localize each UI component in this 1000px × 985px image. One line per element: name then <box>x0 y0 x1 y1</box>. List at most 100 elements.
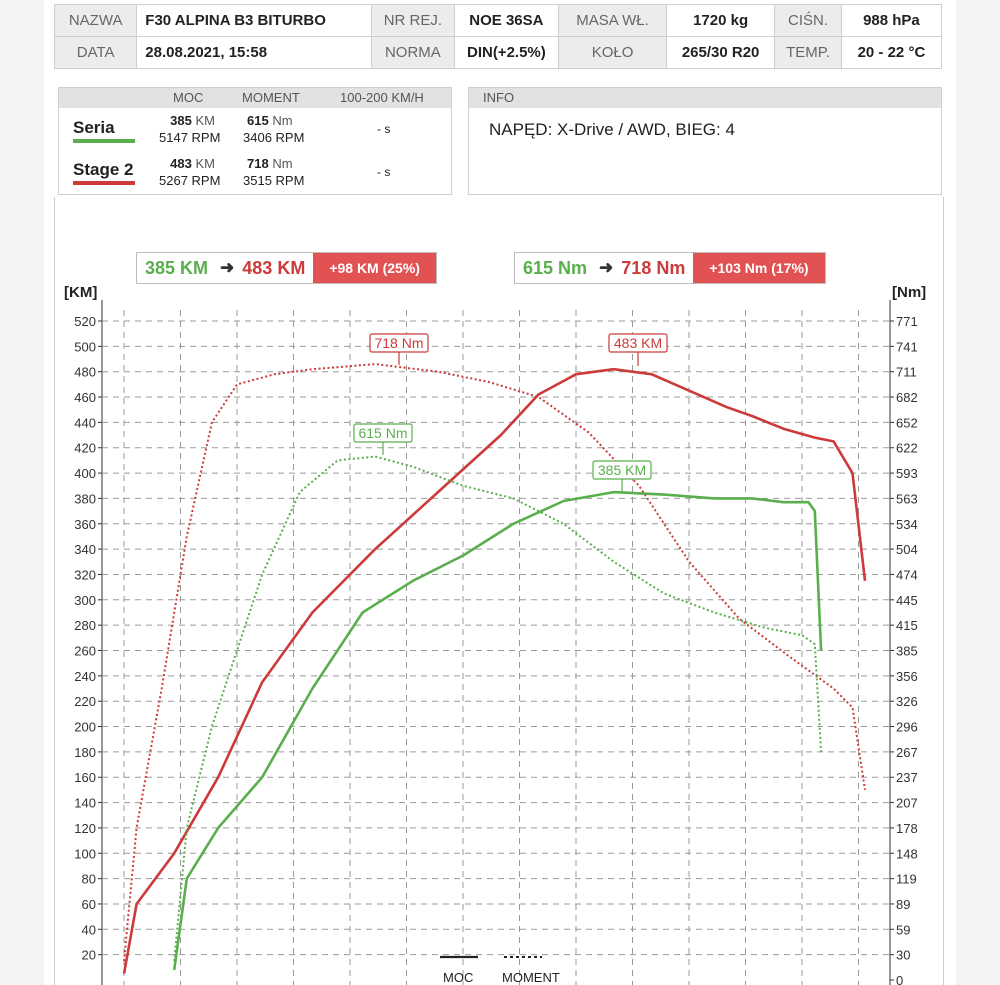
right-tick-label: 356 <box>896 669 918 684</box>
summary-header: MOC MOMENT 100-200 KM/H <box>59 88 451 108</box>
pressure-value: 988 hPa <box>840 4 943 37</box>
stage2-torque-peak-label-text: 718 Nm <box>374 335 423 351</box>
seria-torque-peak-label-text: 615 Nm <box>358 425 407 441</box>
stage2-power: 483 KM <box>170 156 215 171</box>
norm-value: DIN(+2.5%) <box>453 36 560 69</box>
seria-torque: 615 Nm <box>247 113 293 128</box>
seria-torque-rpm: 3406 RPM <box>243 130 305 145</box>
legend-power-label: MOC <box>443 970 473 985</box>
stage2-torque-peak-label-box <box>369 333 429 353</box>
mass-value: 1720 kg <box>666 4 776 37</box>
power-after: 483 KM <box>242 257 306 278</box>
right-tick-label: 445 <box>896 593 918 608</box>
seria-color-bar <box>73 139 135 143</box>
right-tick-label: 237 <box>896 770 918 785</box>
right-tick-label: 267 <box>896 745 918 760</box>
right-tick-label: 385 <box>896 644 918 659</box>
torque-delta: +103 Nm (17%) <box>693 253 825 283</box>
stage2-torque-rpm: 3515 RPM <box>243 173 305 188</box>
left-tick-label: 400 <box>74 466 96 481</box>
stage2-power-peak-label-text: 483 KM <box>614 335 662 351</box>
left-tick-label: 360 <box>74 517 96 532</box>
left-tick-label: 480 <box>74 365 96 380</box>
right-tick-label: 771 <box>896 314 918 329</box>
seria-moc-line <box>172 490 823 971</box>
right-tick-label: 652 <box>896 415 918 430</box>
reg-value: NOE 36SA <box>453 4 560 37</box>
right-tick-label: 534 <box>896 517 918 532</box>
left-tick-label: 420 <box>74 441 96 456</box>
right-tick-label: 296 <box>896 720 918 735</box>
power-delta: +98 KM (25%) <box>313 253 436 283</box>
left-tick-label: 100 <box>74 846 96 861</box>
right-tick-label: 119 <box>896 872 917 887</box>
arrow-icon: ➜ <box>220 258 235 277</box>
right-tick-label: 0 <box>896 973 903 985</box>
right-tick-label: 59 <box>896 922 910 937</box>
left-tick-label: 280 <box>74 618 96 633</box>
left-tick-label: 80 <box>82 872 96 887</box>
summary-panel: MOC MOMENT 100-200 KM/H Seria 385 KM 514… <box>58 87 452 195</box>
left-tick-label: 520 <box>74 314 96 329</box>
right-tick-label: 563 <box>896 491 918 506</box>
left-tick-label: 240 <box>74 669 96 684</box>
left-tick-label: 500 <box>74 339 96 354</box>
seria-power-peak-label-box <box>592 460 652 480</box>
seria-moment-line <box>173 455 823 962</box>
seria-torque-peak-label-box <box>353 423 413 443</box>
col-power: MOC <box>173 90 204 105</box>
legend-torque-label: MOMENT <box>502 970 560 985</box>
right-tick-label: 741 <box>896 339 918 354</box>
left-tick-label: 340 <box>74 542 96 557</box>
seria-accel: - s <box>377 122 391 136</box>
right-tick-label: 178 <box>896 821 918 836</box>
seria-power-peak-label-text: 385 KM <box>598 462 646 478</box>
name-label: NAZWA <box>53 4 138 37</box>
col-torque: MOMENT <box>242 90 300 105</box>
torque-before: 615 Nm <box>523 257 588 278</box>
left-tick-label: 260 <box>74 644 96 659</box>
vehicle-info-row: DATA 28.08.2021, 15:58 NORMA DIN(+2.5%) … <box>53 36 943 69</box>
info-header: INFO <box>469 88 941 108</box>
info-title: INFO <box>483 90 515 105</box>
left-tick-label: 120 <box>74 821 96 836</box>
stage2-moment-line <box>123 363 866 962</box>
seria-power-rpm: 5147 RPM <box>159 130 221 145</box>
stage2-power-rpm: 5267 RPM <box>159 173 221 188</box>
chart-area-frame <box>54 197 944 985</box>
vehicle-info-table: NAZWA F30 ALPINA B3 BITURBO NR REJ. NOE … <box>53 4 943 69</box>
power-before: 385 KM <box>145 257 209 278</box>
left-tick-label: 180 <box>74 745 96 760</box>
torque-compare-box: 615 Nm ➜ 718 Nm +103 Nm (17%) <box>514 252 826 284</box>
temp-label: TEMP. <box>774 36 842 69</box>
info-panel: INFO NAPĘD: X-Drive / AWD, BIEG: 4 <box>468 87 942 195</box>
right-tick-label: 711 <box>896 365 917 380</box>
wheel-value: 265/30 R20 <box>666 36 776 69</box>
mass-label: MASA WŁ. <box>558 4 668 37</box>
row-name-seria: Seria <box>73 118 115 137</box>
stage2-color-bar <box>73 181 135 185</box>
left-tick-label: 380 <box>74 491 96 506</box>
col-accel: 100-200 KM/H <box>340 90 424 105</box>
torque-after: 718 Nm <box>621 257 686 278</box>
stage2-moc-line <box>122 367 867 974</box>
stage2-power-peak-label-box <box>608 333 668 353</box>
row-name-stage2: Stage 2 <box>73 160 134 179</box>
arrow-icon: ➜ <box>599 258 614 277</box>
right-tick-label: 622 <box>896 441 918 456</box>
left-tick-label: 60 <box>82 897 96 912</box>
right-tick-label: 326 <box>896 694 918 709</box>
stage2-torque: 718 Nm <box>247 156 293 171</box>
left-tick-label: 300 <box>74 593 96 608</box>
left-tick-label: 200 <box>74 720 96 735</box>
temp-value: 20 - 22 °C <box>840 36 943 69</box>
right-tick-label: 30 <box>896 948 910 963</box>
left-tick-label: 320 <box>74 567 96 582</box>
right-tick-label: 682 <box>896 390 918 405</box>
left-axis-label: [KM] <box>64 284 97 301</box>
pressure-label: CIŚN. <box>774 4 842 37</box>
left-tick-label: 160 <box>74 770 96 785</box>
left-tick-label: 440 <box>74 415 96 430</box>
left-tick-label: 20 <box>82 948 96 963</box>
